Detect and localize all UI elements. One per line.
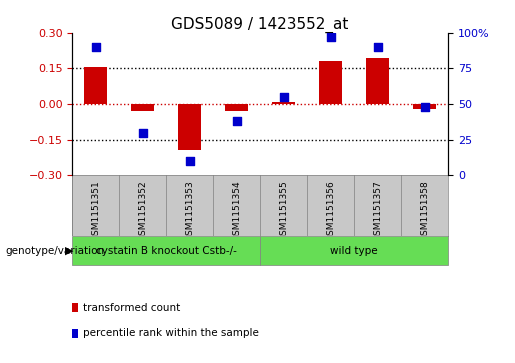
Text: GSM1151356: GSM1151356	[326, 180, 335, 241]
Point	[92, 44, 100, 50]
Bar	[413, 104, 436, 109]
Bar	[131, 104, 154, 111]
Point	[373, 44, 382, 50]
Bar	[72, 236, 260, 265]
Text: cystatin B knockout Cstb-/-: cystatin B knockout Cstb-/-	[96, 246, 236, 256]
Bar	[225, 104, 248, 111]
Text: ▶: ▶	[65, 246, 74, 256]
Bar	[260, 236, 448, 265]
Text: GSM1151355: GSM1151355	[279, 180, 288, 241]
Bar	[319, 61, 342, 104]
Title: GDS5089 / 1423552_at: GDS5089 / 1423552_at	[171, 16, 349, 33]
Bar	[366, 58, 389, 104]
Bar	[84, 67, 107, 104]
Point	[327, 34, 335, 40]
Text: GSM1151358: GSM1151358	[420, 180, 429, 241]
Point	[139, 130, 147, 135]
Bar	[272, 102, 295, 104]
Point	[420, 104, 428, 110]
Text: percentile rank within the sample: percentile rank within the sample	[83, 328, 260, 338]
Text: GSM1151351: GSM1151351	[91, 180, 100, 241]
Text: GSM1151354: GSM1151354	[232, 180, 241, 241]
Text: genotype/variation: genotype/variation	[5, 246, 104, 256]
Text: GSM1151352: GSM1151352	[138, 180, 147, 241]
Text: GSM1151353: GSM1151353	[185, 180, 194, 241]
Point	[232, 118, 241, 124]
Point	[185, 158, 194, 164]
Text: wild type: wild type	[330, 246, 378, 256]
Point	[280, 94, 288, 100]
Text: transformed count: transformed count	[83, 303, 181, 313]
Bar	[178, 104, 201, 150]
Text: GSM1151357: GSM1151357	[373, 180, 382, 241]
